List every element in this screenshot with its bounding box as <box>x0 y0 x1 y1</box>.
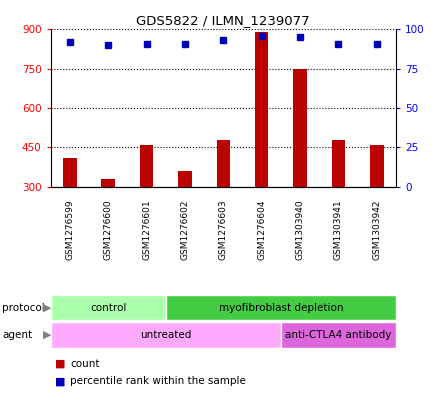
Text: GSM1276599: GSM1276599 <box>65 199 74 260</box>
Text: ■: ■ <box>55 358 66 369</box>
Text: ■: ■ <box>55 376 66 386</box>
Text: GSM1276604: GSM1276604 <box>257 199 266 260</box>
Text: ▶: ▶ <box>43 330 51 340</box>
Bar <box>178 171 192 187</box>
Text: GSM1276602: GSM1276602 <box>180 199 190 260</box>
Text: agent: agent <box>2 330 32 340</box>
Text: ▶: ▶ <box>43 303 51 312</box>
Bar <box>370 145 384 187</box>
Bar <box>51 322 281 348</box>
Text: percentile rank within the sample: percentile rank within the sample <box>70 376 246 386</box>
Bar <box>216 140 230 187</box>
Text: myofibroblast depletion: myofibroblast depletion <box>219 303 343 312</box>
Bar <box>51 295 166 320</box>
Text: count: count <box>70 358 100 369</box>
Text: GSM1303940: GSM1303940 <box>296 199 304 260</box>
Bar <box>281 322 396 348</box>
Bar <box>63 158 77 187</box>
Text: control: control <box>90 303 126 312</box>
Title: GDS5822 / ILMN_1239077: GDS5822 / ILMN_1239077 <box>136 14 310 27</box>
Text: anti-CTLA4 antibody: anti-CTLA4 antibody <box>285 330 392 340</box>
Text: GSM1303942: GSM1303942 <box>372 199 381 260</box>
Text: GSM1303941: GSM1303941 <box>334 199 343 260</box>
Text: protocol: protocol <box>2 303 45 312</box>
Text: GSM1276601: GSM1276601 <box>142 199 151 260</box>
Text: GSM1276603: GSM1276603 <box>219 199 228 260</box>
Bar <box>140 145 153 187</box>
Bar <box>255 32 268 187</box>
Text: untreated: untreated <box>140 330 191 340</box>
Bar <box>166 295 396 320</box>
Bar <box>102 179 115 187</box>
Bar <box>332 140 345 187</box>
Text: GSM1276600: GSM1276600 <box>104 199 113 260</box>
Bar <box>293 69 307 187</box>
